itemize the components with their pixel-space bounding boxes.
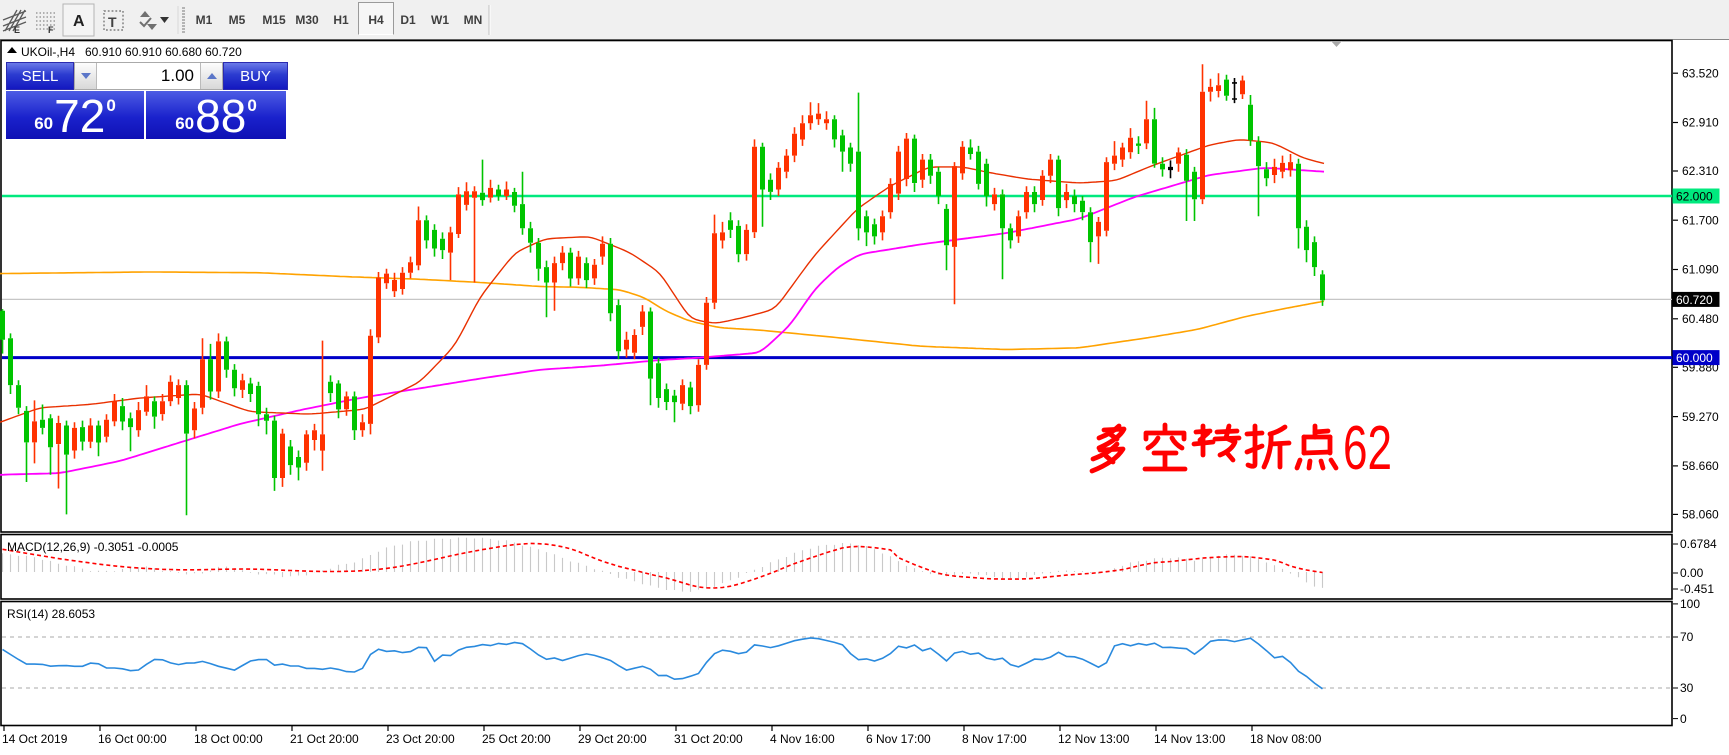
svg-text:100: 100 bbox=[1680, 597, 1700, 611]
svg-text:RSI(14) 28.6053: RSI(14) 28.6053 bbox=[7, 607, 95, 621]
svg-text:14 Oct 2019: 14 Oct 2019 bbox=[2, 732, 68, 746]
svg-text:70: 70 bbox=[1680, 630, 1694, 644]
svg-text:63.520: 63.520 bbox=[1682, 66, 1719, 80]
svg-text:6 Nov 17:00: 6 Nov 17:00 bbox=[866, 732, 931, 746]
svg-text:0.6784: 0.6784 bbox=[1680, 537, 1717, 551]
svg-text:62.910: 62.910 bbox=[1682, 116, 1719, 130]
svg-text:29 Oct 20:00: 29 Oct 20:00 bbox=[578, 732, 647, 746]
svg-text:60.480: 60.480 bbox=[1682, 312, 1719, 326]
svg-text:F: F bbox=[48, 25, 54, 35]
svg-text:60.720: 60.720 bbox=[1676, 293, 1713, 307]
svg-text:MACD(12,26,9) -0.3051 -0.0005: MACD(12,26,9) -0.3051 -0.0005 bbox=[7, 540, 179, 554]
svg-text:31 Oct 20:00: 31 Oct 20:00 bbox=[674, 732, 743, 746]
svg-text:59.270: 59.270 bbox=[1682, 410, 1719, 424]
svg-text:25 Oct 20:00: 25 Oct 20:00 bbox=[482, 732, 551, 746]
svg-text:8 Nov 17:00: 8 Nov 17:00 bbox=[962, 732, 1027, 746]
svg-text:UKOil-,H4 60.910 60.910 60.6: UKOil-,H4 60.910 60.910 60.680 60.720 bbox=[21, 45, 242, 59]
svg-text:E: E bbox=[14, 25, 20, 35]
svg-text:12 Nov 13:00: 12 Nov 13:00 bbox=[1058, 732, 1130, 746]
svg-text:0.00: 0.00 bbox=[1680, 566, 1704, 580]
svg-text:-0.451: -0.451 bbox=[1680, 582, 1714, 596]
svg-text:14 Nov 13:00: 14 Nov 13:00 bbox=[1154, 732, 1226, 746]
svg-text:A: A bbox=[73, 13, 85, 30]
svg-text:18 Oct 00:00: 18 Oct 00:00 bbox=[194, 732, 263, 746]
svg-text:62.000: 62.000 bbox=[1676, 189, 1713, 203]
svg-text:58.660: 58.660 bbox=[1682, 459, 1719, 473]
svg-text:30: 30 bbox=[1680, 681, 1694, 695]
svg-text:21 Oct 20:00: 21 Oct 20:00 bbox=[290, 732, 359, 746]
svg-text:T: T bbox=[108, 14, 117, 30]
svg-text:62: 62 bbox=[1343, 414, 1392, 483]
svg-text:61.090: 61.090 bbox=[1682, 263, 1719, 277]
svg-text:58.060: 58.060 bbox=[1682, 508, 1719, 522]
svg-text:0: 0 bbox=[1680, 712, 1687, 726]
svg-text:60.000: 60.000 bbox=[1676, 351, 1713, 365]
svg-text:61.700: 61.700 bbox=[1682, 213, 1719, 227]
svg-text:23 Oct 20:00: 23 Oct 20:00 bbox=[386, 732, 455, 746]
svg-text:18 Nov 08:00: 18 Nov 08:00 bbox=[1250, 732, 1322, 746]
svg-text:4 Nov 16:00: 4 Nov 16:00 bbox=[770, 732, 835, 746]
svg-text:16 Oct 00:00: 16 Oct 00:00 bbox=[98, 732, 167, 746]
svg-text:62.310: 62.310 bbox=[1682, 164, 1719, 178]
